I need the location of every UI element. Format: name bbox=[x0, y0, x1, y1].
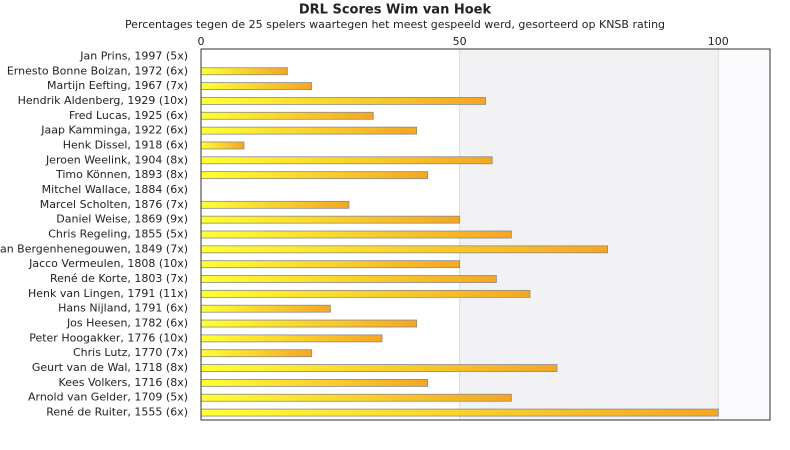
y-tick-label: Ernesto Bonne Boizan, 1972 (6x) bbox=[7, 64, 188, 77]
y-tick-label: Henk van Lingen, 1791 (11x) bbox=[28, 287, 188, 300]
y-tick-label: Daniel Weise, 1869 (9x) bbox=[56, 213, 188, 226]
bar bbox=[200, 215, 461, 224]
y-tick-label: Henk Dissel, 1918 (6x) bbox=[63, 138, 188, 151]
y-tick-label: Mitchel Wallace, 1884 (6x) bbox=[42, 183, 188, 196]
chart-title: DRL Scores Wim van Hoek bbox=[299, 3, 492, 18]
plot-border bbox=[200, 48, 771, 421]
bar bbox=[200, 304, 331, 313]
y-tick-label: René de Ruiter, 1555 (6x) bbox=[46, 406, 188, 419]
y-tick-label: Kees Volkers, 1716 (8x) bbox=[59, 376, 188, 389]
bar bbox=[200, 111, 374, 120]
bar bbox=[200, 393, 512, 402]
bar bbox=[200, 126, 418, 135]
bar bbox=[200, 364, 558, 372]
bar bbox=[200, 289, 531, 298]
y-tick-label: Jos Heesen, 1782 (6x) bbox=[66, 317, 188, 330]
y-tick-label: Jeroen Weelink, 1904 (8x) bbox=[45, 153, 188, 166]
bar bbox=[200, 349, 313, 358]
bar bbox=[200, 171, 428, 180]
y-tick-label: René de Korte, 1803 (7x) bbox=[50, 272, 188, 285]
bar bbox=[200, 260, 461, 269]
bar bbox=[200, 319, 418, 328]
y-tick-label: Chris Regeling, 1855 (5x) bbox=[48, 228, 188, 241]
bar bbox=[200, 82, 313, 90]
bar bbox=[200, 245, 608, 254]
bar bbox=[200, 141, 245, 150]
y-tick-label: Chris Lutz, 1770 (7x) bbox=[73, 346, 188, 359]
y-tick-label: Martijn Eefting, 1967 (7x) bbox=[47, 79, 188, 92]
bar bbox=[200, 408, 719, 417]
bar bbox=[200, 156, 493, 165]
y-tick-label: Jacco Vermeulen, 1808 (10x) bbox=[28, 257, 188, 270]
y-tick-label: Hans Nijland, 1791 (6x) bbox=[58, 302, 188, 315]
plot-band bbox=[718, 49, 770, 420]
y-tick-label: Marcel Scholten, 1876 (7x) bbox=[40, 198, 188, 211]
bar bbox=[200, 334, 383, 343]
y-tick-label: Geurt van de Wal, 1718 (8x) bbox=[32, 361, 188, 374]
bar bbox=[200, 200, 350, 209]
y-tick-label: Hendrik Aldenberg, 1929 (10x) bbox=[18, 94, 188, 107]
y-tick-label: van Bergenhenegouwen, 1849 (7x) bbox=[0, 242, 188, 255]
bar bbox=[200, 97, 486, 105]
y-tick-label: Arnold van Gelder, 1709 (5x) bbox=[28, 391, 188, 404]
y-tick-label: Timo Können, 1893 (8x) bbox=[55, 168, 188, 181]
bar bbox=[200, 67, 288, 76]
bar bbox=[200, 275, 497, 283]
y-tick-label: Peter Hoogakker, 1776 (10x) bbox=[29, 331, 188, 344]
x-tick-label: 100 bbox=[708, 35, 729, 48]
bar bbox=[200, 378, 428, 387]
x-tick-label: 50 bbox=[453, 35, 467, 48]
x-tick-label: 0 bbox=[198, 35, 205, 48]
y-tick-label: Fred Lucas, 1925 (6x) bbox=[69, 109, 188, 122]
bar bbox=[200, 230, 512, 239]
y-tick-label: Jan Prins, 1997 (5x) bbox=[79, 49, 188, 62]
chart-subtitle: Percentages tegen de 25 spelers waartege… bbox=[125, 18, 665, 31]
y-tick-label: Jaap Kamminga, 1922 (6x) bbox=[40, 124, 188, 137]
